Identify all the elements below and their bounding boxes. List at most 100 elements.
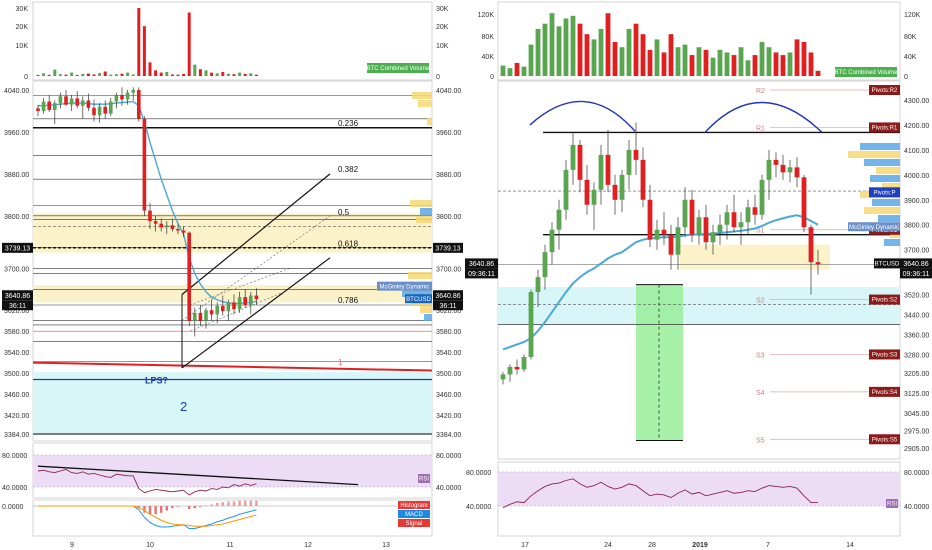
volume-bar [780,55,786,76]
volume-bar [92,74,96,76]
fib-label: 0.5 [338,208,350,217]
candle-body [731,212,737,228]
volume-profile-bar [427,118,432,125]
candle-body [226,302,231,312]
right-arc [704,101,823,133]
volume-bar [131,74,135,76]
volume-bar [58,74,62,76]
green-range-box [636,284,683,441]
candle-body [675,227,681,255]
volume-axis-label-right: 40K [904,54,917,61]
price-axis-label-right: 3384.00 [436,432,461,439]
volume-bar [159,72,163,76]
right-chart[interactable]: 120K 120K 80K 80K 40K 40K 0 0 BTC Combined Volum… [465,1,932,549]
channel-upper-line [181,173,331,295]
volume-bar [570,15,576,77]
lps-label: LPS? [145,375,168,385]
candle-body [170,225,175,229]
volume-bar [619,47,625,76]
volume-bar [500,65,506,76]
volume-pane [32,1,433,81]
volume-bar [243,73,247,76]
last-time-left: 36:11 [9,303,26,310]
volume-bar [668,34,674,76]
candle-body [682,199,688,228]
mcginley-tag-bg [377,281,432,291]
price-axis-label-left: 3500.00 [4,371,29,378]
last-time-left-bg [465,268,498,279]
rsi-tag: RSI [887,502,897,508]
pivot-tag: Pivots:S2 [872,298,898,304]
candle-body [232,302,236,310]
price-axis-label-right: 3800.00 [436,214,461,221]
volume-bar [689,55,695,76]
macd-histogram-bar [255,500,258,506]
volume-axis-label-left: 40K [482,54,495,61]
x-axis-label: 14 [846,542,854,549]
candle-body [815,262,821,265]
pivot-tag-bg [869,386,900,397]
volume-bar [661,52,667,76]
volume-bar [232,74,236,76]
candle-body [47,101,51,110]
wave-label: 2 [180,399,187,414]
candle-body [794,167,800,178]
volume-bar [528,44,534,76]
mcginley-tag: McGinley Dynamic [379,284,429,290]
x-axis-label: 10 [146,542,154,549]
candle-body [619,174,625,200]
pivot-tag: Pivots:R2 [872,88,898,94]
price-axis-label-left: 3540.00 [4,350,29,357]
price-axis-label: 3440.00 [904,313,929,320]
volume-axis-label-right: 80K [904,34,917,41]
price-axis-label-left: 3580.00 [4,329,29,336]
volume-profile-bar [860,143,900,150]
volume-bar [193,64,197,76]
x-axis-label: 11 [226,542,233,549]
volume-bar [717,49,723,76]
volume-bar [626,28,632,76]
volume-bar [640,34,646,76]
pivot-tag-bg [869,122,900,133]
volume-bar [249,73,253,76]
candle-body [125,92,130,100]
volume-bar [109,74,113,76]
symbol-tag: BTCUSD [406,297,431,303]
fib-label: 0.786 [338,296,359,305]
signal-tag: Signal [406,521,423,527]
price-axis-label-right: 3420.00 [436,413,461,420]
volume-bar [675,47,681,76]
candle-body [577,144,583,180]
symbol-tag-bg [405,294,432,304]
candle-body [612,184,618,200]
candle-body [605,154,611,185]
macd-pane [32,499,433,537]
macd-histogram-bar [171,506,174,509]
price-axis-label: 3520.00 [904,293,929,300]
volume-bar [710,57,716,76]
price-axis-label-left: 3800.00 [4,214,29,221]
rsi-line [502,478,818,509]
candle-body [153,221,158,224]
volume-label: BTC Combined Volume [835,70,898,76]
volume-profile-bar [420,306,432,313]
price-axis-label: 4200.00 [904,123,929,130]
price-axis-label: 3045.00 [904,411,929,418]
left-chart[interactable]: 30K 30K 20K 20K 10K 10K 0 0 BTC Combined Volume 0… [2,1,463,549]
fib-label: 0.618 [338,239,359,248]
candle-body [745,207,751,223]
price-tag-left: 3739.13 [5,245,30,252]
volume-bar [731,55,737,76]
macd-histogram-bar [148,506,152,515]
volume-bar [148,62,152,76]
price-axis-label-right: 4040.00 [436,88,461,95]
left-arc [529,100,636,132]
price-axis-label-left: 3460.00 [4,392,29,399]
pivot-level-label: S1 [756,228,765,235]
candle-body [58,96,63,104]
candle-body [661,229,667,235]
pivot-level-label: S4 [756,390,765,397]
volume-bar [176,74,180,76]
pivot-tag-bg [869,434,900,445]
volume-bar [238,72,242,76]
